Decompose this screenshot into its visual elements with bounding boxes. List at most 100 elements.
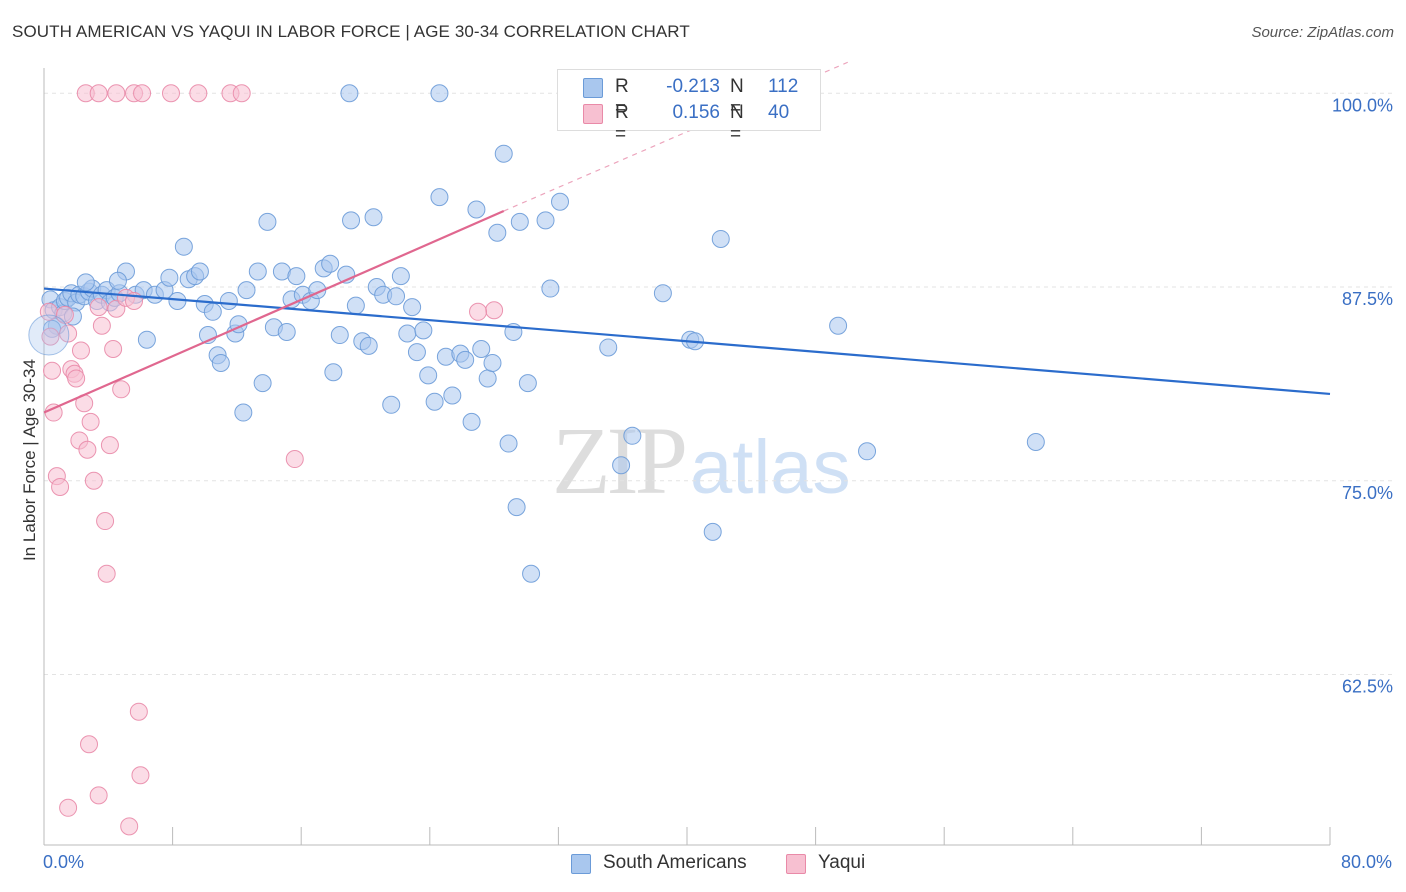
south-american-point [364,208,383,227]
yaqui-point [81,412,100,431]
pink-swatch-icon [786,854,806,874]
south-american-point [599,338,618,357]
south-american-point [387,287,406,306]
south-american-point [472,340,491,358]
yaqui-point [43,361,62,380]
south-american-point [456,350,475,369]
yaqui-point [469,302,488,321]
n-value: 112 [768,76,799,97]
legend-label: South Americans [603,852,747,873]
south-american-point [324,363,343,382]
south-american-point [499,434,518,453]
south-american-point [623,426,642,445]
correlation-stats-box: R = -0.213 N = 112 R = 0.156 N = 40 [557,69,821,145]
south-american-point [287,267,306,286]
south-american-point [703,522,722,541]
y-tick-label: 100.0% [1332,95,1393,115]
south-american-point [391,267,410,286]
south-american-point [237,281,256,300]
south-american-point [419,366,438,385]
n-label: N = [730,102,744,145]
south-american-point [321,254,340,273]
yaqui-point [131,766,150,785]
x-tick-label-max: 80.0% [1340,852,1392,872]
y-tick-label: 62.5% [1342,677,1393,697]
south-american-point [160,268,179,287]
source-label: Source: ZipAtlas.com [1251,24,1394,41]
watermark-atlas: atlas [690,425,851,510]
south-american-point [398,324,417,343]
south-american-point [551,192,570,211]
r-label: R = [615,76,629,119]
south-american-point [522,564,541,583]
south-american-point [174,237,193,256]
south-american-point [443,386,462,405]
south-american-point [829,316,848,335]
yaqui-point [120,817,139,836]
south-american-point [219,291,238,310]
south-american-trend-line [43,287,1331,396]
yaqui-point [96,512,115,531]
south-american-point [211,353,230,372]
south-american-point [653,284,672,303]
south-american-point [467,200,486,219]
y-axis-label: In Labor Force | Age 30-34 [20,359,39,561]
south-american-point [340,84,359,103]
r-value: -0.213 [666,76,720,97]
south-american-point [858,442,877,461]
yaqui-point [80,735,99,754]
yaqui-point [161,84,180,103]
south-american-point [711,229,730,248]
yaqui-point [67,369,86,388]
south-american-point [190,262,209,281]
yaqui-point [51,477,70,496]
x-tick-label-min: 0.0% [43,852,85,872]
yaqui-point [84,471,103,490]
pink-swatch-icon [583,104,603,124]
south-american-point [258,212,277,231]
n-label: N = [730,76,744,119]
south-american-point [359,336,378,355]
yaqui-point [112,380,131,399]
y-tick-label: 75.0% [1342,483,1393,503]
south-american-point [108,271,127,290]
south-american-point [330,326,349,345]
south-american-point [518,374,537,393]
south-american-point [494,144,513,163]
south-american-point [137,330,156,349]
south-american-point [403,298,422,317]
yaqui-point [485,301,504,320]
y-tick-label: 87.5% [1342,289,1393,309]
yaqui-point [129,702,148,721]
yaqui-point [92,316,111,335]
r-value: 0.156 [672,102,720,123]
yaqui-point [104,340,123,358]
yaqui-point [232,84,251,103]
yaqui-point [89,298,108,317]
yaqui-point [107,84,126,103]
watermark: ZIPatlas [552,405,851,516]
yaqui-point [133,84,152,103]
south-american-point [510,212,529,231]
south-american-point [612,456,631,475]
yaqui-point [59,798,78,817]
yaqui-point [41,327,60,346]
south-american-point [346,296,365,315]
south-american-point [407,343,426,362]
south-american-point [248,262,267,281]
south-american-point [1026,433,1045,451]
yaqui-point [89,786,108,805]
yaqui-point [100,436,119,455]
south-american-point [425,392,444,411]
south-american-point [203,302,222,321]
south-american-point [253,374,272,393]
south-american-point [478,369,497,388]
n-value: 40 [768,102,790,123]
south-american-point [277,322,296,341]
south-american-point [28,314,70,356]
blue-swatch-icon [583,78,603,98]
south-american-point [483,353,502,372]
legend-label: Yaqui [818,852,866,873]
south-american-point [488,223,507,242]
